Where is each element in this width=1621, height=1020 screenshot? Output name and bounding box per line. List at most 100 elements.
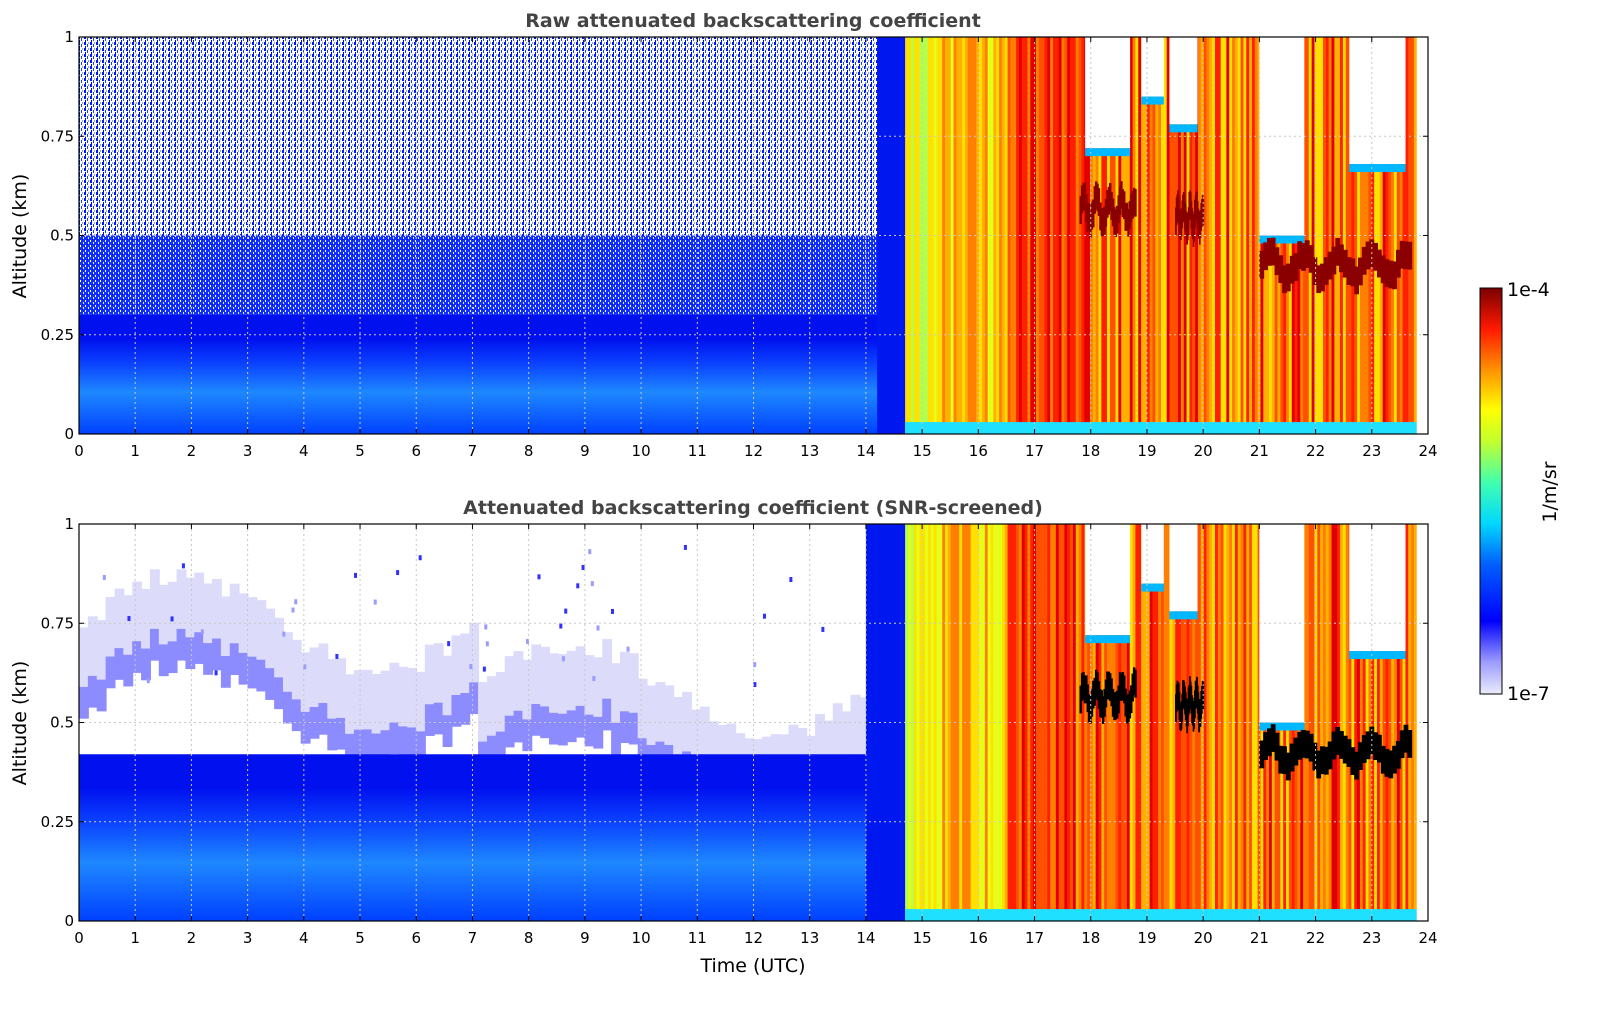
signal-column (925, 37, 929, 434)
x-tick-label: 0 (74, 929, 84, 947)
signal-column (1121, 524, 1126, 921)
cloud-base (1323, 257, 1329, 285)
cloud-base (1101, 696, 1105, 724)
cloud-base (1099, 202, 1102, 231)
speckle (170, 616, 174, 622)
x-tick-label: 20 (1194, 442, 1213, 460)
y-tick-label: 1 (64, 515, 74, 533)
faint-cell (646, 685, 657, 745)
faint-cell (557, 654, 568, 714)
cloud-base (1128, 690, 1132, 719)
cloud-base (1342, 249, 1348, 278)
faint-cell (469, 622, 480, 683)
signal-column (1155, 524, 1160, 921)
cloud-base (1395, 249, 1401, 278)
faint-cell (460, 633, 471, 693)
faint-cell (433, 702, 444, 735)
cloud-base (1083, 182, 1087, 211)
cloud-base (1331, 246, 1337, 275)
signal-column (1115, 524, 1120, 921)
speckle (181, 563, 185, 569)
signal-column (1209, 524, 1214, 921)
colorbar-gradient (1479, 287, 1503, 695)
faint-cell (841, 711, 852, 771)
cloud-base (1346, 257, 1352, 285)
signal-column (1180, 37, 1185, 434)
signal-column (1155, 37, 1160, 434)
cloud-base (1350, 747, 1356, 775)
x-tick-label: 17 (1025, 929, 1044, 947)
faint-cell (451, 635, 462, 695)
signal-column (1246, 37, 1251, 434)
signal-column (1405, 524, 1410, 921)
clear-gap (1349, 524, 1406, 652)
signal-column (1209, 37, 1214, 434)
speckle (525, 638, 529, 644)
bottom-panel: Attenuated backscattering coefficient (S… (9, 497, 1438, 977)
signal-column (1376, 524, 1381, 921)
x-tick-label: 12 (744, 929, 763, 947)
signal-column (1251, 524, 1256, 921)
faint-cell (185, 577, 196, 638)
y-tick-label: 0.75 (41, 127, 74, 145)
faint-cell (265, 608, 276, 669)
signal-column (1246, 524, 1251, 921)
signal-column (976, 37, 981, 434)
signal-column (1135, 37, 1140, 434)
faint-cell (495, 672, 506, 732)
signal-column (1115, 37, 1120, 434)
signal-column (1374, 37, 1378, 434)
cloud-base (1110, 192, 1113, 220)
surface-strip (905, 422, 1417, 434)
faint-cell (105, 656, 116, 689)
cloud-base (1100, 690, 1103, 718)
signal-column (1371, 37, 1376, 434)
signal-column (1129, 524, 1134, 921)
gap-edge (1349, 164, 1406, 173)
faint-cell (327, 659, 338, 719)
signal-column (1024, 37, 1029, 434)
x-tick-label: 13 (800, 929, 819, 947)
signal-column (1331, 37, 1336, 434)
cloud-base (1342, 735, 1348, 764)
faint-cell (424, 644, 435, 705)
signal-column (1320, 37, 1324, 434)
signal-column (950, 37, 955, 434)
faint-cell (229, 583, 240, 644)
faint-cell (256, 600, 267, 660)
cloud-base (1365, 241, 1371, 270)
cloud-base (1090, 688, 1094, 717)
signal-column (1240, 524, 1245, 921)
signal-column (1004, 524, 1009, 921)
speckle (396, 570, 400, 576)
bottom-panel-title: Attenuated backscattering coefficient (S… (463, 497, 1043, 519)
cloud-base (1114, 209, 1118, 237)
speckle (303, 664, 307, 670)
cloud-base (1111, 688, 1115, 717)
cloud-base (1320, 263, 1325, 292)
signal-column (1359, 524, 1364, 921)
cloud-base (1358, 257, 1363, 286)
cloud-base (1109, 182, 1112, 211)
cloud-base (1373, 242, 1378, 271)
faint-cell (274, 617, 284, 678)
y-tick-label: 0.5 (50, 714, 74, 732)
faint-cell (628, 653, 639, 713)
signal-column (1354, 524, 1359, 921)
faint-cell (549, 653, 559, 713)
x-tick-label: 4 (299, 442, 309, 460)
signal-column (1240, 37, 1245, 434)
cloud-base (1373, 732, 1378, 761)
cloud-base (1120, 673, 1123, 701)
signal-column (1200, 37, 1205, 434)
signal-column (1075, 524, 1080, 921)
faint-cell (513, 651, 524, 711)
faint-cell (336, 717, 347, 750)
signal-column (1411, 524, 1415, 921)
faint-cell (664, 685, 675, 745)
cloud-base (1121, 189, 1125, 217)
cloud-base (1388, 260, 1394, 289)
signal-column (1405, 37, 1410, 434)
faint-cell (256, 659, 267, 692)
speckle (559, 623, 563, 629)
